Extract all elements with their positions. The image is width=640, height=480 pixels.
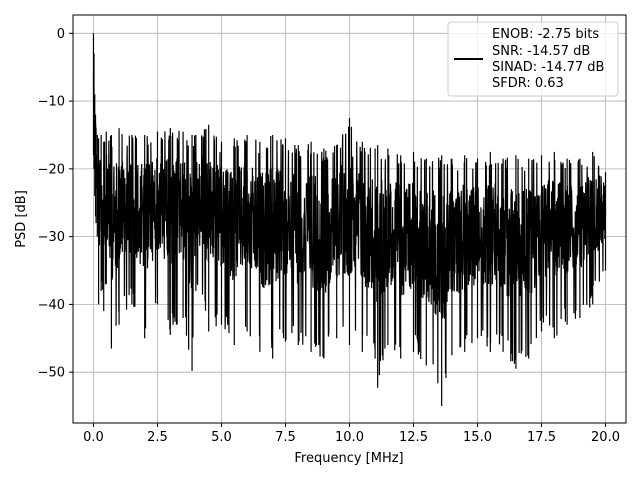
- x-axis: 0.0 2.5 5.0 7.5 10.0 12.5 15.0 17.5 20.0: [83, 423, 620, 445]
- x-tick-label: 12.5: [399, 430, 428, 445]
- x-tick-label: 10.0: [335, 430, 364, 445]
- psd-trace: [92, 33, 607, 407]
- y-tick-label: −30: [38, 230, 65, 245]
- y-tick-label: −40: [38, 298, 65, 313]
- legend-enob: ENOB: -2.75 bits: [492, 27, 599, 42]
- x-tick-label: 7.5: [275, 430, 296, 445]
- x-tick-label: 17.5: [527, 430, 556, 445]
- legend-snr: SNR: -14.57 dB: [492, 44, 590, 59]
- x-tick-label: 0.0: [83, 430, 104, 445]
- legend-box: [447, 21, 619, 97]
- legend-sfdr: SFDR: 0.63: [492, 76, 564, 91]
- y-tick-label: −20: [38, 162, 65, 177]
- y-axis-label: PSD [dB]: [14, 190, 29, 248]
- x-tick-label: 2.5: [147, 430, 168, 445]
- y-tick-label: −50: [38, 366, 65, 381]
- x-tick-label: 20.0: [591, 430, 620, 445]
- legend-sinad: SINAD: -14.77 dB: [492, 60, 604, 75]
- x-tick-label: 5.0: [211, 430, 232, 445]
- y-tick-label: −10: [38, 95, 65, 110]
- legend: ENOB: -2.75 bits SNR: -14.57 dB SINAD: -…: [447, 21, 619, 97]
- y-tick-label: 0: [57, 27, 65, 42]
- x-tick-label: 15.0: [463, 430, 492, 445]
- y-axis: 0 −10 −20 −30 −40 −50: [38, 27, 73, 381]
- x-axis-label: Frequency [MHz]: [294, 451, 403, 466]
